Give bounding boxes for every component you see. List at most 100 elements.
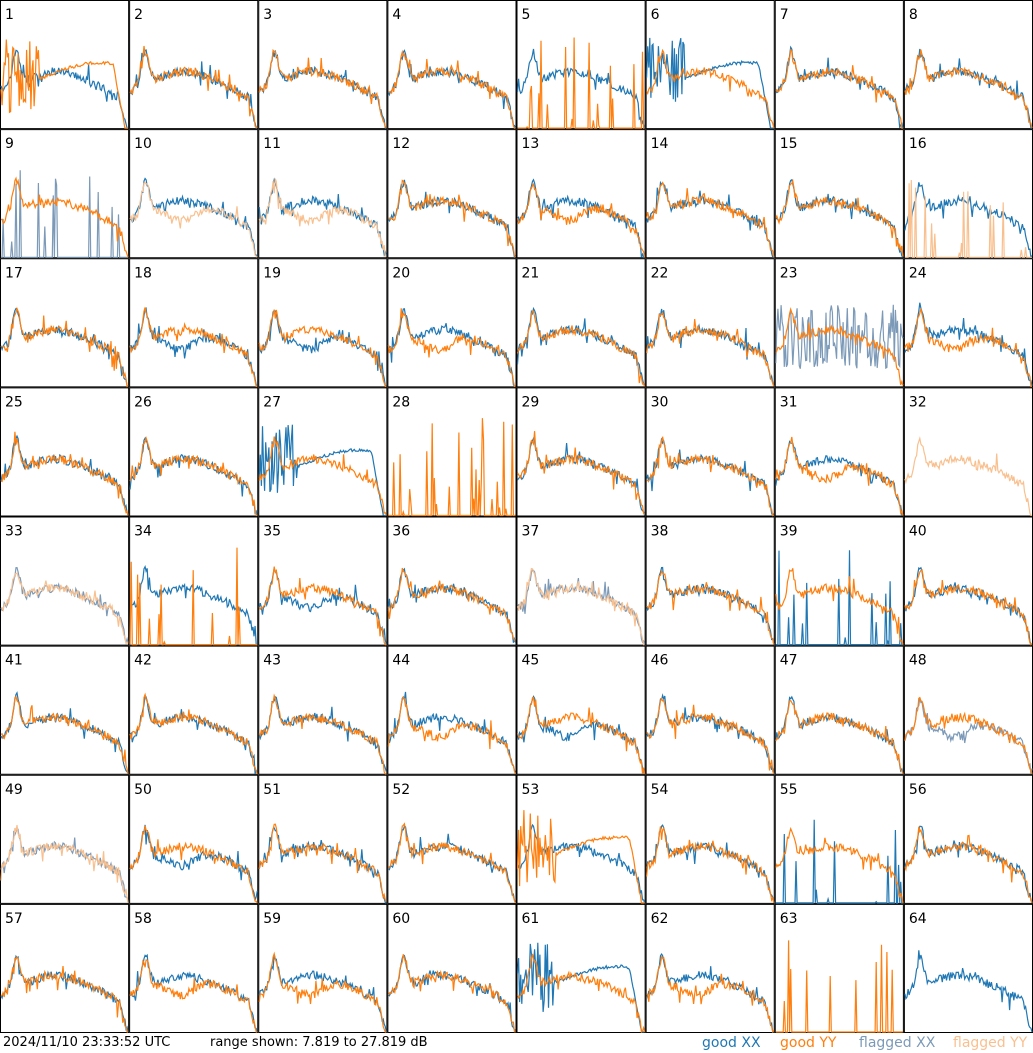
series-yy-45 [516,696,646,774]
series-yy-7 [775,48,903,129]
tile-number: 56 [909,782,927,798]
series-xx-4 [387,49,517,129]
series-xx-27 [258,424,387,517]
series-yy-56 [904,826,1033,904]
legend-flagged-xx: flagged XX [859,1035,936,1051]
tile-13: 13 [516,129,646,259]
tile-number: 60 [392,911,410,927]
tile-frame [774,645,904,775]
tile-number: 13 [522,136,540,152]
tile-11: 11 [258,129,388,259]
tile-frame [258,774,388,904]
tile-61: 61 [516,903,646,1033]
series-yy-33 [1,572,129,644]
tile-8: 8 [903,0,1033,130]
tile-number: 38 [651,524,669,540]
tile-14: 14 [645,129,775,259]
tile-9: 9 [0,129,130,259]
tile-33: 33 [0,516,130,646]
tile-frame [516,258,646,388]
tile-51: 51 [258,774,388,904]
tile-62: 62 [645,903,775,1033]
tile-26: 26 [129,387,259,517]
series-yy-42 [129,692,258,775]
tile-number: 24 [909,265,927,281]
tile-frame [0,0,130,130]
series-yy-13 [516,182,646,258]
tile-60: 60 [387,903,517,1033]
tile-number: 63 [780,911,798,927]
tile-40: 40 [903,516,1033,646]
series-xx-31 [775,440,904,516]
series-yy-1 [0,39,129,129]
tile-28: 28 [387,387,517,517]
tile-number: 15 [780,136,798,152]
tile-number: 31 [780,394,798,410]
series-yy-31 [775,436,904,516]
tile-frame [0,129,130,259]
series-yy-2 [129,45,258,129]
series-yy-39 [775,568,904,645]
tile-number: 2 [134,7,143,23]
series-yy-62 [646,955,775,1033]
series-yy-29 [516,431,646,515]
tile-frame [129,774,259,904]
series-yy-26 [129,435,258,517]
series-yy-15 [775,178,904,257]
tile-48: 48 [903,645,1033,775]
tile-number: 37 [522,524,540,540]
tile-frame [516,129,646,259]
tile-frame [645,258,775,388]
tile-38: 38 [645,516,775,646]
tile-frame [387,516,517,646]
tile-frame [903,0,1033,130]
tile-43: 43 [258,645,388,775]
tile-4: 4 [387,0,517,130]
tile-3: 3 [258,0,388,130]
tile-32: 32 [903,387,1033,517]
series-yy-38 [646,569,775,645]
series-xx-25 [0,434,129,516]
series-yy-14 [646,181,775,258]
tile-frame [0,645,130,775]
tile-frame [258,516,388,646]
tile-54: 54 [645,774,775,904]
tile-number: 12 [392,136,410,152]
tile-number: 41 [5,653,23,669]
series-yy-19 [258,309,387,387]
tile-24: 24 [903,258,1033,388]
tile-39: 39 [774,516,904,646]
tile-2: 2 [129,0,259,130]
tile-number: 44 [392,653,410,669]
tile-10: 10 [129,129,259,259]
tile-frame [129,387,259,517]
legend-good-xx: good XX [702,1035,761,1051]
series-yy-21 [516,310,646,387]
tile-number: 43 [263,653,281,669]
series-yy-5 [517,37,645,129]
tile-frame [129,258,259,388]
tile-frame [903,387,1033,517]
series-yy-61 [516,953,646,1033]
series-yy-24 [904,308,1032,387]
series-yy-22 [646,311,775,387]
footer-bar: 2024/11/10 23:33:52 UTC range shown: 7.8… [0,1032,1033,1053]
tile-57: 57 [0,903,130,1033]
series-yy-11 [258,178,387,257]
tile-1: 1 [0,0,130,130]
tile-52: 52 [387,774,517,904]
tile-number: 10 [134,136,152,152]
tile-64: 64 [903,903,1033,1033]
series-yy-63 [775,940,904,1033]
series-xx-64 [904,950,1033,1033]
tile-6: 6 [645,0,775,130]
series-yy-59 [258,951,387,1033]
series-yy-36 [387,567,516,642]
tile-number: 4 [392,7,401,23]
tile-number: 22 [651,265,669,281]
tile-15: 15 [774,129,904,259]
series-yy-41 [0,695,129,774]
tile-frame [258,129,388,259]
tile-frame [258,0,388,130]
